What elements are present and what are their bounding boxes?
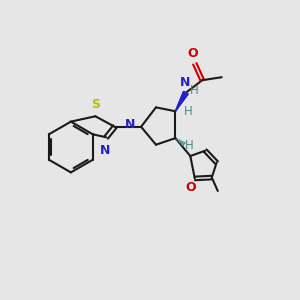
Polygon shape (176, 92, 188, 111)
Text: N: N (100, 144, 110, 157)
Text: O: O (185, 182, 196, 194)
Text: N: N (180, 76, 190, 89)
Text: N: N (125, 118, 136, 131)
Text: H: H (184, 105, 193, 119)
Text: O: O (187, 47, 198, 60)
Text: H: H (190, 84, 199, 97)
Polygon shape (176, 92, 188, 111)
Text: S: S (92, 98, 100, 111)
Text: H: H (185, 139, 194, 152)
